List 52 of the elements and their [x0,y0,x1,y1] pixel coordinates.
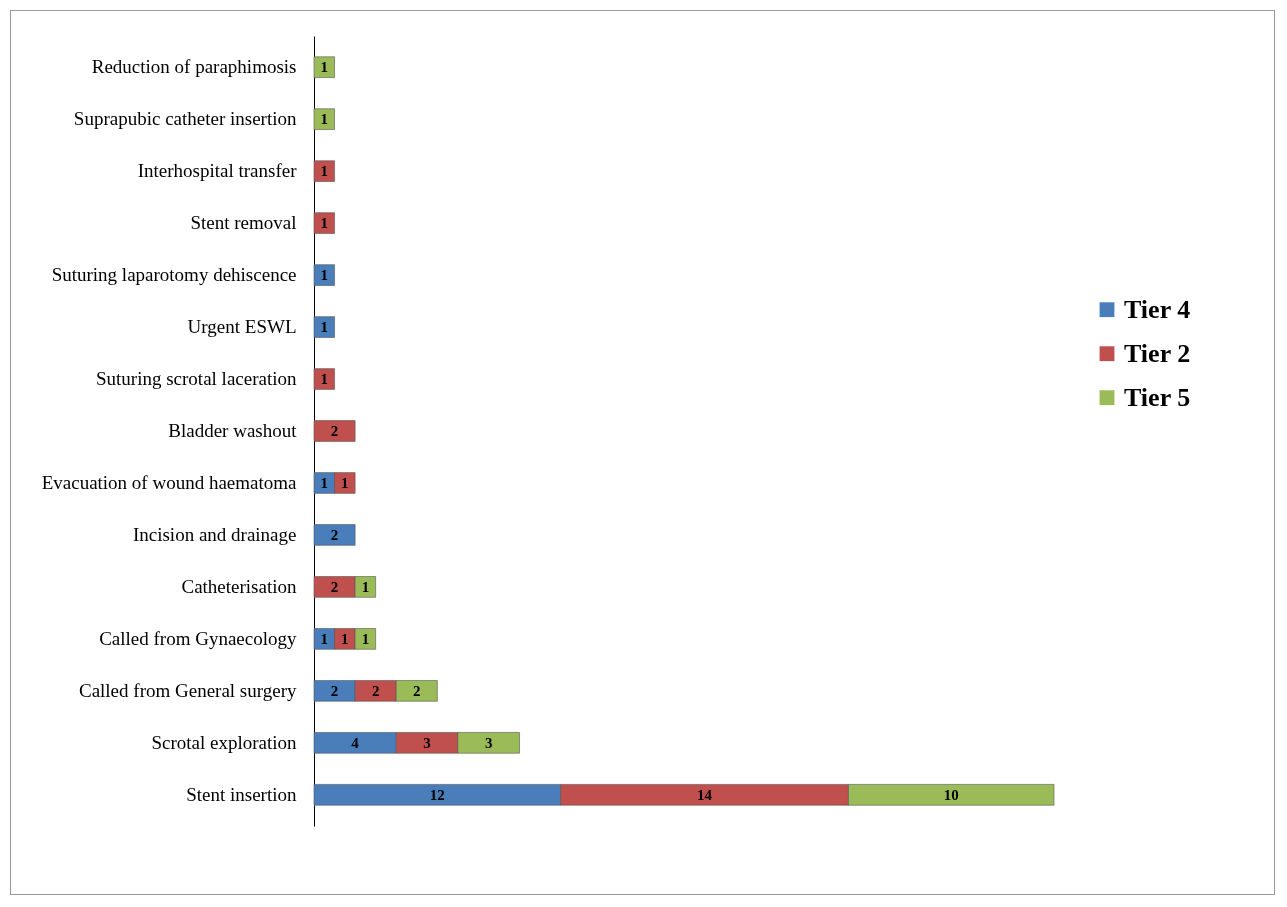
data-label: 1 [320,163,329,180]
data-label: 1 [320,371,329,388]
y-tick-label: Scrotal exploration [151,731,297,753]
y-tick-label: Catheterisation [181,575,297,597]
bar [313,368,335,390]
data-label: 2 [330,682,339,699]
bar [313,108,335,130]
bar [313,212,335,234]
data-label: 1 [320,111,329,128]
data-label: 1 [320,267,329,284]
data-label: 12 [429,786,445,803]
bar [313,420,356,442]
data-label: 2 [330,423,339,439]
y-tick-label: Suprapubic catheter insertion [73,108,297,130]
data-label: 1 [361,578,370,595]
bar [313,316,335,338]
y-tick-label: Urgent ESWL [187,316,297,338]
data-label: 1 [320,630,329,647]
data-label: 14 [697,786,713,803]
data-label: 2 [413,682,421,699]
data-label: 1 [320,59,329,76]
bar [313,524,356,546]
y-tick-label: Reduction of paraphimosis [91,56,297,78]
data-label: 3 [423,734,431,751]
bar [313,264,335,286]
y-tick-label: Suturing laparotomy dehiscence [51,264,297,286]
data-label: 2 [330,578,339,595]
data-label: 3 [484,734,493,751]
legend-label: Tier 2 [1124,338,1191,368]
y-tick-label: Evacuation of wound haematoma [41,471,298,493]
data-label: 1 [361,630,370,647]
y-tick-label: Interhospital transfer [137,160,298,182]
y-tick-label: Suturing scrotal laceration [96,368,297,390]
y-tick-label: Called from General surgery [78,679,297,701]
data-label: 1 [320,215,329,232]
y-tick-label: Stent removal [190,212,297,234]
data-label: 2 [330,526,339,543]
bar [313,160,335,182]
y-tick-label: Bladder washout [168,420,298,441]
legend-label: Tier 4 [1124,294,1191,324]
data-label: 1 [320,319,329,336]
data-label: 1 [341,474,349,491]
bar [313,56,335,78]
data-label: 10 [943,786,959,803]
data-label: 4 [351,734,360,751]
data-label: 2 [371,682,380,699]
legend-label: Tier 5 [1124,382,1191,412]
y-tick-label: Incision and drainage [132,523,297,545]
y-tick-label: Stent insertion [186,783,297,805]
y-tick-label: Called from Gynaecology [99,627,297,649]
data-label: 1 [341,630,349,647]
data-label: 1 [320,474,329,491]
